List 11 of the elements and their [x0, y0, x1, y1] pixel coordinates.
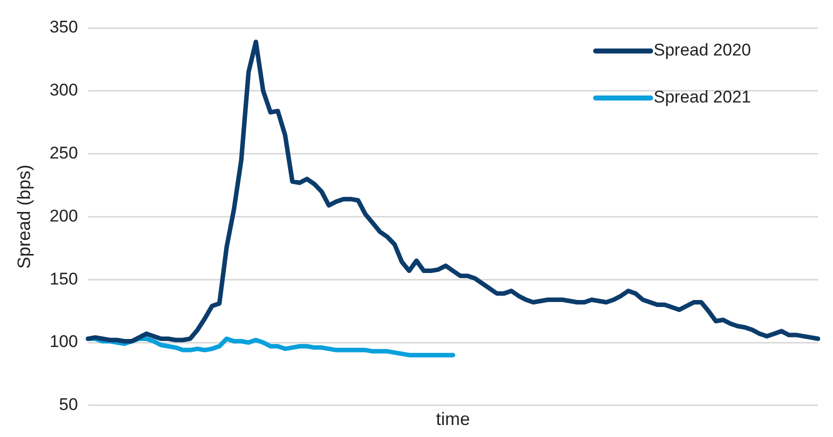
- y-tick-label: 350: [50, 18, 78, 37]
- y-tick-label: 250: [50, 143, 78, 162]
- y-tick-label: 50: [59, 395, 78, 414]
- y-axis-title: Spread (bps): [14, 164, 34, 269]
- y-tick-label: 150: [50, 269, 78, 288]
- y-tick-label: 200: [50, 206, 78, 226]
- legend-label: Spread 2021: [654, 88, 752, 107]
- y-tick-label: 300: [50, 80, 78, 100]
- legend-label: Spread 2020: [654, 40, 752, 60]
- y-tick-label: 100: [50, 332, 78, 352]
- x-axis-title: time: [436, 409, 470, 430]
